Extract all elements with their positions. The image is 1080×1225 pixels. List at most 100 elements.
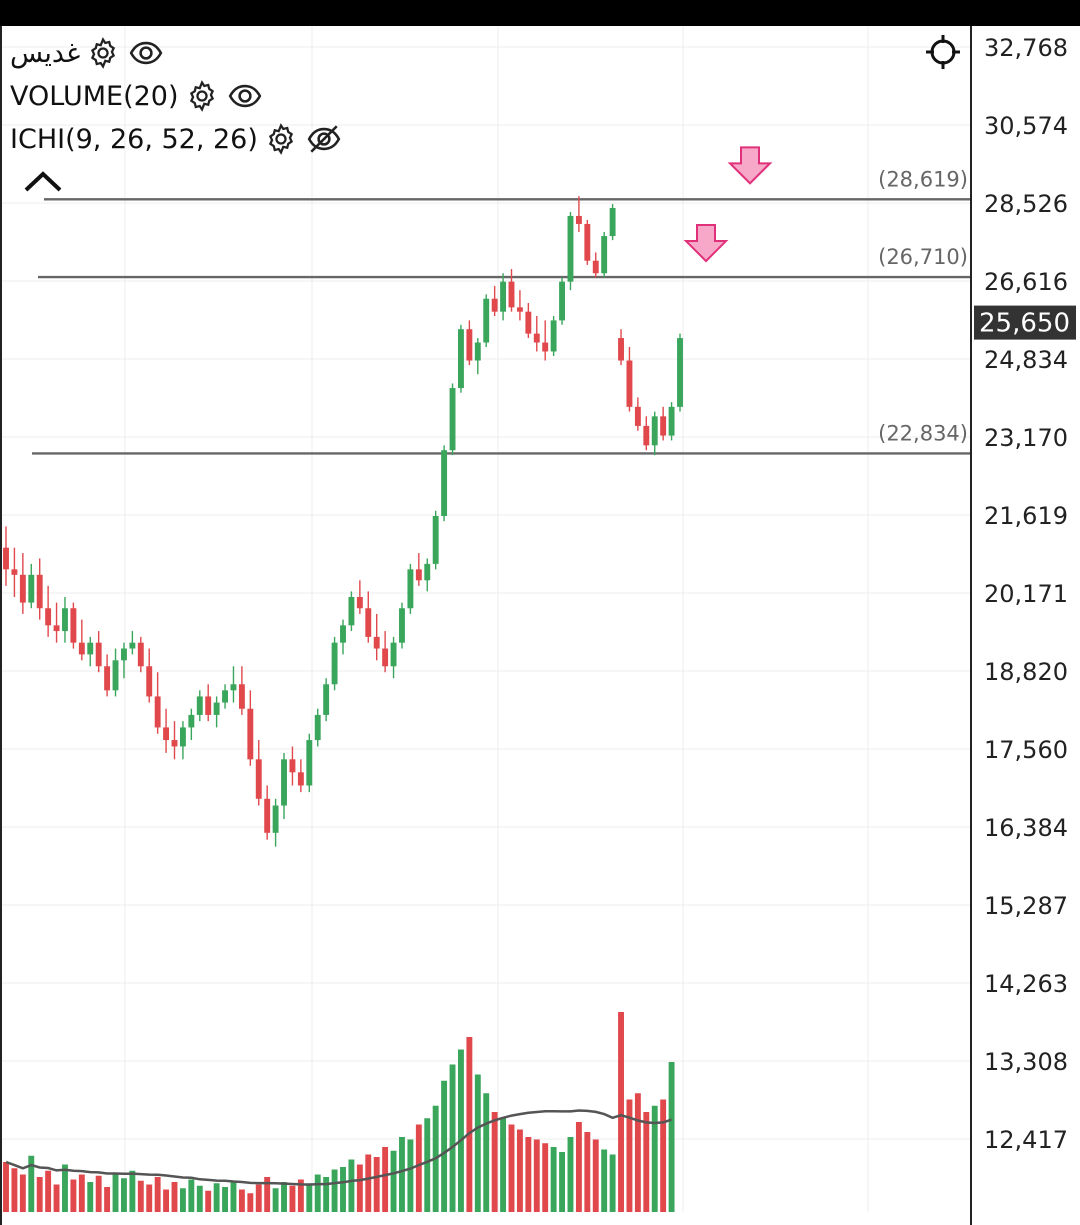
volume-bar — [222, 1187, 228, 1212]
price-tick-label: 32,768 — [984, 34, 1068, 62]
candle-body — [306, 740, 313, 786]
candle-body — [399, 608, 405, 643]
volume-bar — [668, 1062, 675, 1212]
volume-bar — [154, 1177, 161, 1212]
price-tick-label: 20,171 — [984, 580, 1068, 608]
candle-body — [601, 236, 608, 274]
price-tick-label: 26,616 — [984, 268, 1068, 296]
candle-body — [432, 515, 439, 564]
candle-body — [62, 608, 68, 632]
volume-bar — [53, 1184, 60, 1212]
candle-body — [516, 307, 523, 312]
volume-bar — [601, 1149, 608, 1212]
volume-bar — [407, 1139, 414, 1212]
volume-bar — [272, 1188, 279, 1212]
volume-bar — [62, 1164, 68, 1212]
volume-bar — [382, 1147, 389, 1212]
candle-body — [3, 547, 9, 570]
current-price-label: 25,650 — [979, 309, 1070, 339]
candle-body — [323, 684, 330, 715]
candle-body — [289, 759, 296, 773]
volume-bar — [634, 1093, 641, 1212]
price-tick-label: 24,834 — [984, 346, 1068, 374]
candle-body — [592, 260, 599, 274]
candle-body — [104, 666, 111, 691]
volume-bar — [373, 1157, 380, 1212]
volume-bar — [399, 1137, 405, 1212]
volume-bars — [3, 1012, 675, 1212]
eye-off-icon[interactable] — [306, 122, 341, 156]
candle-body — [112, 660, 119, 691]
candle-body — [19, 574, 26, 603]
candle-body — [660, 416, 667, 436]
price-tick-label: 21,619 — [984, 502, 1068, 530]
price-axis[interactable] — [970, 26, 1080, 1225]
volume-bar — [474, 1074, 481, 1212]
volume-bar — [289, 1185, 296, 1212]
crosshair-icon[interactable] — [925, 34, 961, 70]
gear-icon[interactable] — [86, 36, 120, 70]
candle-body — [331, 642, 338, 685]
volume-bar — [567, 1137, 574, 1212]
volume-bar — [626, 1099, 633, 1212]
chart-area[interactable] — [0, 26, 970, 1225]
price-tick-label: 17,560 — [984, 736, 1068, 764]
candle-body — [491, 298, 498, 312]
volume-bar — [314, 1174, 321, 1212]
candle-body — [171, 740, 178, 747]
gear-icon[interactable] — [185, 79, 219, 113]
chevron-up-icon[interactable] — [22, 166, 64, 196]
candle-body — [390, 642, 397, 667]
volume-bar — [104, 1187, 111, 1212]
level-markers — [683, 146, 773, 263]
gear-icon[interactable] — [264, 122, 298, 156]
grid-lines — [2, 26, 970, 1212]
volume-bar — [331, 1169, 338, 1212]
volume-bar — [121, 1178, 127, 1212]
candle-body — [137, 642, 144, 667]
volume-bar — [424, 1118, 431, 1212]
candle-body — [196, 696, 203, 715]
status-bar — [0, 0, 1080, 26]
candle-body — [356, 596, 363, 609]
volume-bar — [525, 1137, 532, 1212]
candle-body — [668, 406, 675, 436]
price-tick-label: 16,384 — [984, 814, 1068, 842]
candle-body — [643, 425, 650, 446]
volume-bar — [516, 1129, 523, 1212]
candle-body — [550, 320, 557, 352]
price-tick-label: 14,263 — [984, 970, 1068, 998]
volume-bar — [340, 1167, 346, 1212]
volume-bar — [449, 1064, 456, 1212]
volume-bar — [483, 1093, 490, 1212]
volume-bar — [297, 1179, 304, 1212]
candle-body — [121, 648, 127, 661]
volume-bar — [508, 1124, 515, 1212]
eye-icon[interactable] — [227, 79, 261, 113]
volume-bar — [390, 1150, 397, 1212]
down-arrow-icon — [683, 224, 729, 263]
candle-body — [618, 338, 624, 361]
volume-bar — [137, 1180, 144, 1212]
volume-bar — [500, 1118, 507, 1212]
candle-body — [575, 215, 582, 224]
current-price-badge — [974, 305, 1076, 340]
candle-body — [314, 714, 321, 741]
candle-body — [154, 696, 161, 728]
eye-icon[interactable] — [128, 36, 163, 70]
candle-body — [230, 684, 237, 691]
level-label: (28,619) — [878, 167, 968, 191]
price-tick-label: 28,526 — [984, 190, 1068, 218]
volume-bar — [651, 1105, 658, 1212]
candle-body — [222, 690, 228, 703]
price-tick-label: 23,170 — [984, 424, 1068, 452]
ichimoku-indicator-label: ICHI(9, 26, 52, 26) — [10, 123, 258, 155]
candle-body — [53, 625, 60, 632]
down-arrow-icon — [727, 146, 773, 185]
candle-body — [28, 574, 35, 603]
level-label: (22,834) — [878, 421, 968, 445]
candle-body — [348, 596, 355, 626]
candle-body — [255, 759, 262, 799]
candle-body — [533, 333, 540, 343]
volume-bar — [112, 1173, 119, 1212]
